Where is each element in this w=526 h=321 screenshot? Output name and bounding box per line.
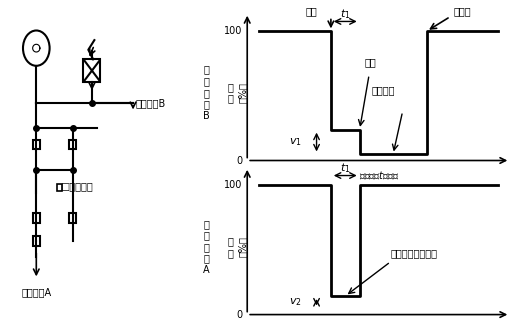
Text: $t_1$: $t_1$	[340, 161, 350, 175]
Text: 電
圧: 電 圧	[228, 236, 234, 258]
Text: $t_1$: $t_1$	[340, 7, 350, 21]
Bar	[57, 184, 62, 191]
Text: $v_1$: $v_1$	[289, 136, 302, 148]
Text: 再送電: 再送電	[453, 6, 471, 17]
Text: 発生: 発生	[306, 6, 318, 17]
Text: 継続時間$t$〔秒〕: 継続時間$t$〔秒〕	[359, 169, 399, 181]
Text: 100: 100	[224, 26, 242, 36]
Text: （%）: （%）	[237, 237, 247, 257]
Text: お
客
さ
ま
A: お 客 さ ま A	[203, 219, 210, 275]
Text: 100: 100	[224, 180, 242, 190]
Bar	[69, 213, 76, 223]
Text: （%）: （%）	[237, 82, 247, 103]
Text: 電
圧: 電 圧	[228, 82, 234, 104]
Text: $v_2$: $v_2$	[289, 296, 302, 308]
Bar	[33, 140, 40, 149]
Bar	[69, 140, 76, 149]
Bar	[84, 59, 100, 82]
Text: お
客
さ
ま
B: お 客 さ ま B	[203, 65, 210, 121]
Text: お客さまB: お客さまB	[136, 98, 166, 108]
Text: □：遮断器: □：遮断器	[60, 181, 93, 191]
Text: 「瞬時電圧低下」: 「瞬時電圧低下」	[391, 248, 438, 258]
Text: 0: 0	[236, 155, 242, 166]
Bar	[33, 213, 40, 223]
Text: 除去: 除去	[365, 57, 376, 67]
Text: 0: 0	[236, 309, 242, 320]
Text: 「停電」: 「停電」	[371, 85, 395, 95]
Bar	[33, 236, 40, 246]
Text: お客さまA: お客さまA	[21, 287, 52, 297]
